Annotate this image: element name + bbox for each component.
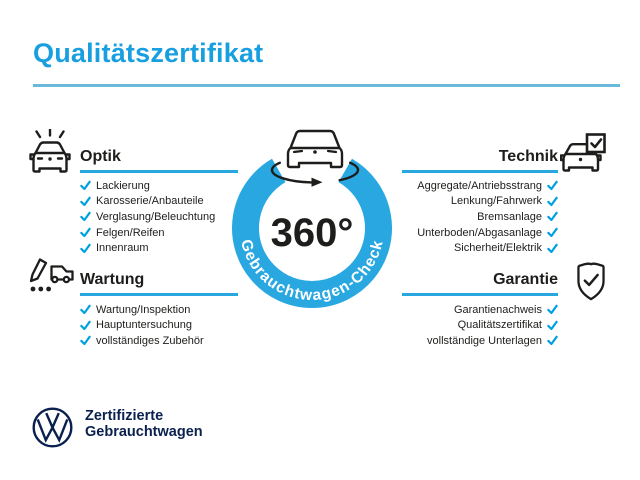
list-item: vollständiges Zubehör	[80, 333, 204, 349]
list-item: Karosserie/Anbauteile	[80, 194, 215, 210]
garantie-checklist: Garantienachweis Qualitätszertifikat vol…	[427, 302, 558, 349]
ring-arc	[232, 158, 392, 308]
check-item-label: Aggregate/Antriebsstrang	[417, 179, 542, 192]
page-title: Qualitätszertifikat	[33, 38, 264, 68]
list-item: Lackierung	[80, 178, 215, 194]
check-icon	[80, 227, 91, 238]
optik-checklist: Lackierung Karosserie/Anbauteile Verglas…	[80, 178, 215, 256]
section-underline-garantie	[402, 293, 558, 296]
arrowhead	[311, 177, 323, 187]
shine-rays	[35, 129, 65, 139]
pencil-car-icon	[29, 258, 74, 292]
check-icon	[80, 305, 91, 315]
center-360-graphic: Gebrauchtwagen-Check 360°	[232, 129, 392, 308]
list-item: Unterboden/Abgasanlage	[417, 225, 558, 241]
check-item-label: Hauptuntersuchung	[96, 319, 193, 332]
footer-line1: Zertifizierte	[85, 408, 164, 424]
section-label-wartung: Wartung	[80, 271, 145, 288]
section-label-garantie: Garantie	[493, 271, 558, 288]
check-icon	[547, 305, 558, 315]
list-item: Wartung/Inspektion	[80, 302, 204, 318]
section-underline-optik	[80, 170, 238, 173]
check-item-label: Lenkung/Fahrwerk	[450, 195, 542, 208]
section-underline-technik	[402, 170, 558, 173]
sparkling-car-icon	[29, 129, 71, 173]
wartung-checklist: Wartung/Inspektion Hauptuntersuchung vol…	[80, 302, 204, 349]
list-item: Verglasung/Beleuchtung	[80, 209, 215, 225]
check-icon	[547, 196, 558, 206]
check-icon	[547, 181, 558, 191]
check-icon	[547, 212, 558, 222]
list-item: Aggregate/Antriebsstrang	[417, 178, 558, 194]
check-icon	[547, 227, 558, 238]
list-item: Innenraum	[80, 240, 215, 256]
check-icon	[547, 243, 558, 253]
list-item: Bremsanlage	[477, 209, 558, 225]
section-label-optik: Optik	[80, 148, 121, 165]
check-icon	[80, 243, 91, 253]
check-item-label: Unterboden/Abgasanlage	[417, 226, 542, 239]
shield-check-icon	[577, 262, 605, 301]
check-item-label: Innenraum	[96, 242, 149, 255]
rotation-arrow-icon	[270, 168, 313, 184]
rotating-car-icon	[270, 129, 360, 187]
check-icon	[80, 212, 91, 222]
car-checkbox-icon	[560, 133, 606, 172]
check-item-label: Qualitätszertifikat	[457, 319, 542, 332]
technik-checklist: Aggregate/Antriebsstrang Lenkung/Fahrwer…	[417, 178, 558, 256]
footer-line2: Gebrauchtwagen	[85, 423, 203, 440]
check-icon	[80, 320, 91, 330]
check-icon	[80, 181, 91, 191]
check-item-label: Garantienachweis	[453, 303, 542, 316]
list-item: Felgen/Reifen	[80, 225, 215, 241]
list-item: Hauptuntersuchung	[80, 318, 204, 334]
check-item-label: Verglasung/Beleuchtung	[96, 210, 216, 223]
degrees-label: 360°	[271, 211, 354, 255]
check-icon	[80, 196, 91, 206]
list-item: Sicherheit/Elektrik	[454, 240, 558, 256]
check-item-label: Karosserie/Anbauteile	[96, 195, 204, 208]
section-underline-wartung	[80, 293, 238, 296]
footer-brand-label: Zertifizierte Gebrauchtwagen	[85, 408, 203, 440]
check-item-label: Felgen/Reifen	[96, 226, 165, 239]
check-icon	[80, 336, 91, 346]
title-divider	[33, 84, 620, 87]
check-item-label: vollständiges Zubehör	[96, 334, 204, 347]
check-item-label: vollständige Unterlagen	[427, 334, 542, 347]
check-item-label: Lackierung	[96, 179, 150, 192]
check-icon	[547, 336, 558, 346]
vw-logo	[32, 407, 73, 448]
pencil-icon	[29, 258, 48, 283]
check-item-label: Sicherheit/Elektrik	[453, 242, 542, 255]
list-item: Qualitätszertifikat	[458, 318, 558, 334]
check-item-label: Bremsanlage	[477, 210, 542, 223]
check-item-label: Wartung/Inspektion	[96, 303, 191, 316]
section-label-technik: Technik	[498, 148, 558, 165]
check-icon	[547, 320, 558, 330]
list-item: Lenkung/Fahrwerk	[451, 194, 558, 210]
list-item: Garantienachweis	[454, 302, 558, 318]
list-item: vollständige Unterlagen	[427, 333, 558, 349]
